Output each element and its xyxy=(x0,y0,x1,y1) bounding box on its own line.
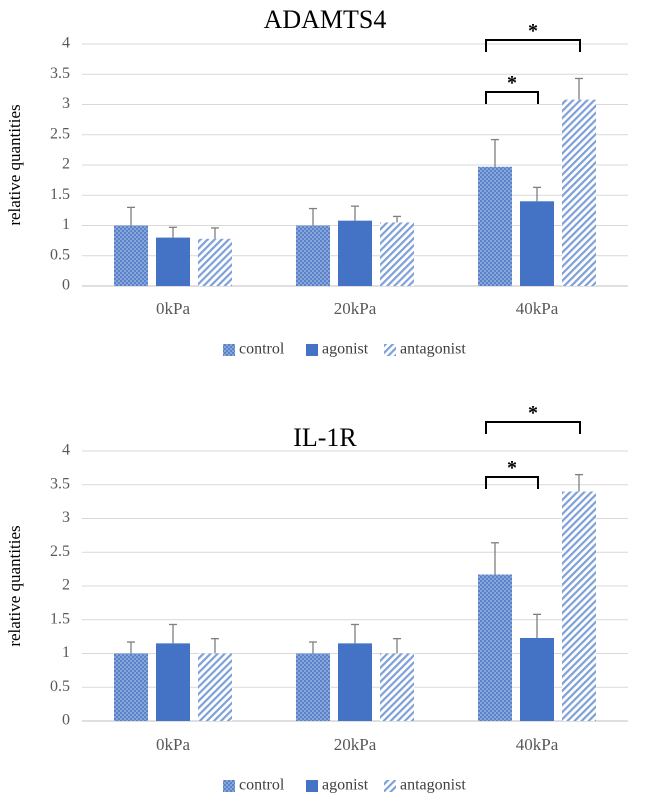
legend-item: antagonist xyxy=(384,341,466,358)
y-tick-label: 3.5 xyxy=(50,475,70,492)
y-tick-label: 4 xyxy=(62,35,70,52)
x-category-label: 40kPa xyxy=(516,735,559,754)
legend-swatch-antagonist xyxy=(384,780,396,792)
y-tick-label: 0 xyxy=(62,712,70,729)
y-axis-label: relative quantities xyxy=(5,525,24,646)
y-tick-label: 2 xyxy=(62,577,70,594)
bar-antagonist xyxy=(198,653,232,721)
legend-label: control xyxy=(239,341,285,358)
y-tick-label: 1 xyxy=(62,644,70,661)
bar-control xyxy=(478,166,512,286)
legend-item: control xyxy=(223,777,285,794)
y-tick-label: 0.5 xyxy=(50,246,70,263)
bar-agonist xyxy=(338,220,372,286)
significance-star: * xyxy=(507,457,517,479)
legend-swatch-control xyxy=(223,344,235,356)
legend-swatch-antagonist xyxy=(384,344,396,356)
bar-antagonist xyxy=(380,653,414,721)
bar-antagonist xyxy=(198,238,232,286)
y-tick-label: 2.5 xyxy=(50,543,70,560)
y-tick-label: 3 xyxy=(62,95,70,112)
legend-item: agonist xyxy=(306,341,369,358)
bar-antagonist xyxy=(562,99,596,286)
x-category-label: 20kPa xyxy=(334,299,377,318)
chart-title: ADAMTS4 xyxy=(264,5,387,34)
legend-item: agonist xyxy=(306,777,369,794)
bar-agonist xyxy=(156,237,190,286)
legend-item: control xyxy=(223,341,285,358)
significance-star: * xyxy=(528,20,538,42)
y-tick-label: 4 xyxy=(62,442,70,459)
bar-antagonist xyxy=(380,222,414,286)
y-tick-label: 3.5 xyxy=(50,65,70,82)
x-category-label: 0kPa xyxy=(156,299,190,318)
significance-bracket xyxy=(485,91,539,104)
bar-control xyxy=(296,653,330,721)
chart-title: IL-1R xyxy=(293,423,357,452)
y-tick-label: 1 xyxy=(62,216,70,233)
bar-agonist xyxy=(520,637,554,721)
significance-bracket xyxy=(485,476,539,489)
significance-star: * xyxy=(528,402,538,424)
y-tick-label: 1.5 xyxy=(50,186,70,203)
y-tick-label: 1.5 xyxy=(50,610,70,627)
bar-agonist xyxy=(520,201,554,286)
x-category-label: 20kPa xyxy=(334,735,377,754)
legend-label: antagonist xyxy=(400,777,466,794)
bar-agonist xyxy=(156,643,190,721)
y-axis-label: relative quantities xyxy=(5,104,24,225)
bar-control xyxy=(114,653,148,721)
legend-swatch-agonist xyxy=(306,780,318,792)
y-tick-label: 2 xyxy=(62,156,70,173)
legend-label: control xyxy=(239,777,285,794)
significance-bracket xyxy=(485,39,581,52)
significance-star: * xyxy=(507,72,517,94)
y-tick-label: 0 xyxy=(62,277,70,294)
bar-antagonist xyxy=(562,491,596,721)
bar-agonist xyxy=(338,643,372,721)
legend-label: antagonist xyxy=(400,341,466,358)
legend-swatch-control xyxy=(223,780,235,792)
y-tick-label: 3 xyxy=(62,509,70,526)
il1r-chart: IL-1R relative quantities 0 0.5 1 1.5 2 2.5 3 3.5… xyxy=(5,402,628,794)
bar-control xyxy=(478,574,512,721)
y-tick-label: 2.5 xyxy=(50,125,70,142)
legend-label: agonist xyxy=(322,341,369,358)
legend-swatch-agonist xyxy=(306,344,318,356)
x-category-label: 0kPa xyxy=(156,735,190,754)
y-tick-label: 0.5 xyxy=(50,678,70,695)
bar-control xyxy=(114,225,148,286)
adamts4-chart: ADAMTS4 relative quantities 0 0.5 1 1.5 2 2.5 3 3… xyxy=(5,5,628,358)
legend-item: antagonist xyxy=(384,777,466,794)
x-category-label: 40kPa xyxy=(516,299,559,318)
legend-label: agonist xyxy=(322,777,369,794)
significance-bracket xyxy=(485,421,581,434)
bar-control xyxy=(296,225,330,286)
